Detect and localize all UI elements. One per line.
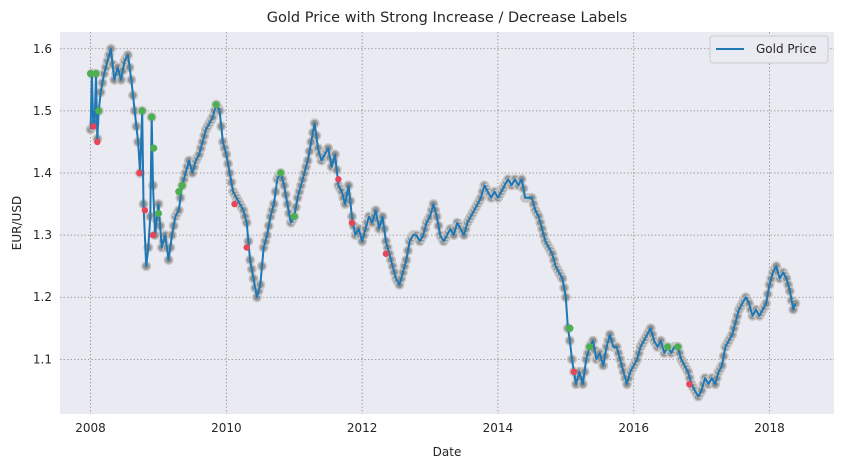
strong-increase-marker xyxy=(150,144,158,152)
strong-decrease-marker xyxy=(382,250,390,257)
series-line-layer xyxy=(89,47,797,398)
strong-increase-marker xyxy=(154,209,163,217)
strong-increase-marker xyxy=(277,169,285,177)
strong-decrease-marker xyxy=(90,123,97,130)
y-axis-label: EUR/USD xyxy=(10,196,24,250)
strong-increase-marker xyxy=(566,324,574,332)
x-tick-label: 2014 xyxy=(483,421,514,435)
x-tick-label: 2018 xyxy=(754,421,785,435)
x-axis-label: Date xyxy=(433,445,462,459)
strong-increase-marker xyxy=(138,107,146,115)
y-tick-label: 1.5 xyxy=(33,104,52,118)
legend: Gold Price xyxy=(709,35,829,64)
y-tick-label: 1.3 xyxy=(33,228,52,242)
strong-increase-marker xyxy=(585,343,594,351)
strong-increase-marker xyxy=(674,343,682,351)
strong-decrease-marker xyxy=(141,207,149,214)
strong-decrease-marker xyxy=(231,200,238,208)
chart-title: Gold Price with Strong Increase / Decrea… xyxy=(267,10,627,26)
y-tick-label: 1.6 xyxy=(33,42,52,56)
strong-decrease-marker xyxy=(686,380,693,388)
strong-increase-marker xyxy=(175,188,183,196)
x-tick-label: 2012 xyxy=(347,421,378,435)
y-tick-label: 1.4 xyxy=(33,166,52,180)
x-axis-ticks: 2008 2010 2012 2014 2016 2018 xyxy=(75,421,784,435)
flag-markers xyxy=(86,70,693,388)
plot-area xyxy=(60,32,834,414)
x-tick-label: 2016 xyxy=(618,421,649,435)
strong-increase-marker xyxy=(92,70,100,78)
strong-increase-marker xyxy=(212,101,220,109)
strong-decrease-marker xyxy=(136,169,143,177)
strong-increase-marker xyxy=(95,107,103,115)
strong-decrease-marker xyxy=(149,231,157,239)
strong-decrease-marker xyxy=(243,244,250,251)
legend-box xyxy=(709,35,829,64)
strong-decrease-marker xyxy=(570,368,578,375)
x-tick-label: 2008 xyxy=(75,421,106,435)
strong-increase-marker xyxy=(178,181,186,190)
strong-increase-marker xyxy=(86,70,95,78)
strong-increase-marker xyxy=(148,113,156,121)
series-line-gold-price xyxy=(89,47,797,398)
strong-decrease-marker xyxy=(335,176,342,183)
y-axis-ticks: 1.1 1.2 1.3 1.4 1.5 1.6 xyxy=(33,42,52,367)
y-tick-label: 1.2 xyxy=(33,290,52,304)
legend-label-gold-price: Gold Price xyxy=(756,42,817,56)
strong-increase-marker xyxy=(290,212,298,221)
y-tick-label: 1.1 xyxy=(33,352,52,366)
x-tick-label: 2010 xyxy=(211,421,242,435)
strong-increase-marker xyxy=(664,343,672,351)
strong-decrease-marker xyxy=(94,138,101,146)
strong-decrease-marker xyxy=(348,219,356,226)
